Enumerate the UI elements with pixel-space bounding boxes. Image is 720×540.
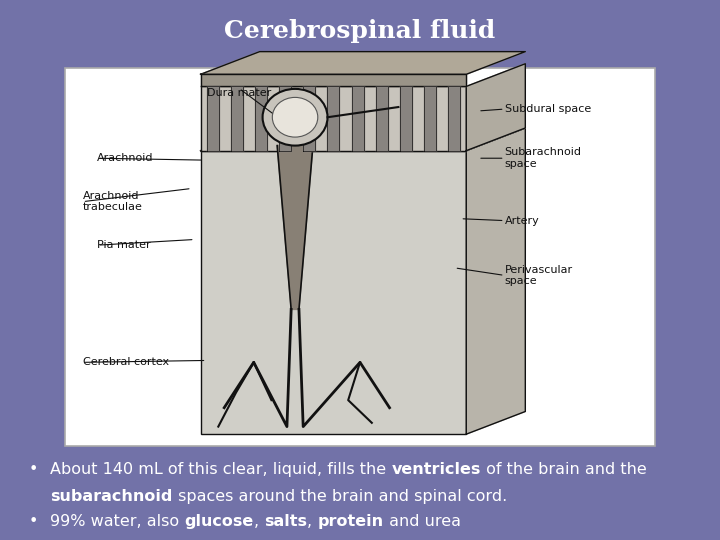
Text: Arachnoid: Arachnoid <box>97 153 154 163</box>
Text: of the brain and the: of the brain and the <box>481 462 647 477</box>
Text: •: • <box>29 514 38 529</box>
Text: subarachnoid: subarachnoid <box>50 489 173 504</box>
Polygon shape <box>207 86 219 151</box>
Polygon shape <box>201 86 467 151</box>
Polygon shape <box>201 128 526 151</box>
Ellipse shape <box>272 97 318 137</box>
Text: salts: salts <box>264 514 307 529</box>
Text: ,: , <box>254 514 264 529</box>
Text: spaces around the brain and spinal cord.: spaces around the brain and spinal cord. <box>173 489 507 504</box>
Polygon shape <box>303 86 315 151</box>
Text: and urea: and urea <box>384 514 461 529</box>
Text: Subarachnoid
space: Subarachnoid space <box>505 147 582 169</box>
Polygon shape <box>424 86 436 151</box>
Text: About 140 mL of this clear, liquid, fills the: About 140 mL of this clear, liquid, fill… <box>50 462 392 477</box>
FancyBboxPatch shape <box>65 68 655 446</box>
Text: Dura mater: Dura mater <box>207 88 271 98</box>
Text: Perivascular
space: Perivascular space <box>505 265 573 286</box>
Text: ventricles: ventricles <box>392 462 481 477</box>
Text: 99% water, also: 99% water, also <box>50 514 184 529</box>
Polygon shape <box>231 86 243 151</box>
Bar <box>201 151 467 434</box>
Polygon shape <box>400 86 412 151</box>
Polygon shape <box>277 146 313 309</box>
Text: Subdural space: Subdural space <box>505 104 591 114</box>
Text: Cerebral cortex: Cerebral cortex <box>83 357 168 367</box>
Text: glucose: glucose <box>184 514 254 529</box>
Polygon shape <box>279 86 291 151</box>
Text: ,: , <box>307 514 318 529</box>
Text: •: • <box>29 462 38 477</box>
Polygon shape <box>255 86 267 151</box>
Polygon shape <box>201 75 467 86</box>
Polygon shape <box>201 52 526 75</box>
Polygon shape <box>467 128 526 434</box>
Polygon shape <box>376 86 388 151</box>
Text: protein: protein <box>318 514 384 529</box>
Text: Pia mater: Pia mater <box>97 240 151 250</box>
Polygon shape <box>351 86 364 151</box>
Text: Cerebrospinal fluid: Cerebrospinal fluid <box>225 19 495 43</box>
Ellipse shape <box>263 89 328 146</box>
Polygon shape <box>328 86 339 151</box>
Polygon shape <box>448 86 460 151</box>
Text: Arachnoid
trabeculae: Arachnoid trabeculae <box>83 191 143 213</box>
Polygon shape <box>467 64 526 151</box>
Text: Artery: Artery <box>505 215 539 226</box>
